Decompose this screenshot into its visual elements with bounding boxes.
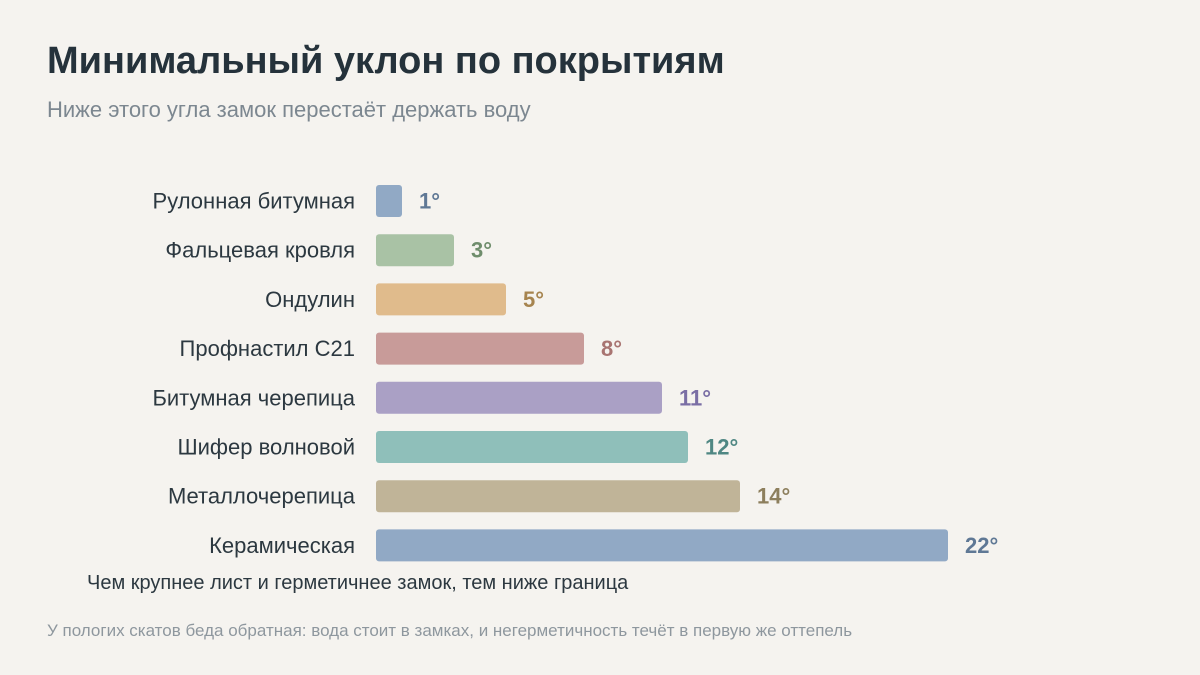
value-label: 22°: [965, 533, 998, 558]
value-label: 3°: [471, 238, 492, 263]
bar: [376, 381, 662, 414]
bar: [376, 234, 454, 267]
bar: [376, 332, 584, 365]
bar: [376, 480, 740, 513]
value-label: 12°: [705, 435, 738, 460]
value-label: 11°: [679, 385, 711, 410]
category-label: Шифер волновой: [177, 435, 355, 460]
bar: [376, 283, 506, 316]
category-label: Рулонная битумная: [153, 189, 355, 214]
category-label: Фальцевая кровля: [165, 238, 355, 263]
bar: [376, 431, 688, 463]
value-label: 14°: [757, 484, 790, 509]
value-label: 8°: [601, 336, 622, 361]
chart-annotation: Чем крупнее лист и герметичнее замок, те…: [87, 572, 629, 594]
bar: [376, 185, 402, 217]
category-label: Металлочерепица: [168, 484, 356, 509]
chart-subtitle: Ниже этого угла замок перестаёт держать …: [47, 97, 531, 122]
category-label: Керамическая: [209, 533, 355, 558]
category-label: Профнастил С21: [180, 336, 355, 361]
chart-title: Минимальный уклон по покрытиям: [47, 40, 725, 82]
bar: [376, 529, 948, 562]
value-label: 5°: [523, 287, 544, 312]
category-label: Ондулин: [265, 287, 355, 312]
chart-footnote: У пологих скатов беда обратная: вода сто…: [47, 621, 853, 640]
category-label: Битумная черепица: [152, 385, 355, 410]
value-label: 1°: [419, 189, 440, 214]
